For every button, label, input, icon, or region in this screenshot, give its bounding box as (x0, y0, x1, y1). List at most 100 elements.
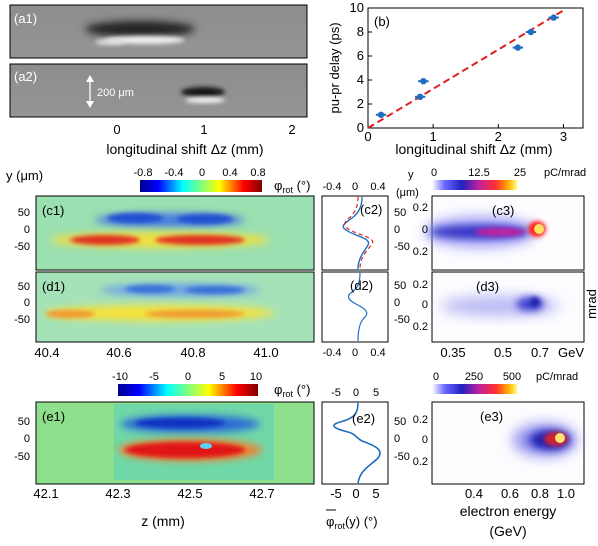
e1-colorbar (118, 384, 258, 396)
d3-beam-core (516, 297, 544, 311)
e2-top-tick-1: 0 (353, 387, 359, 399)
c1-ytick-1: 0 (24, 224, 30, 236)
e2-bottom-tick-0: -5 (330, 486, 342, 501)
c3-beam-peak (534, 224, 544, 234)
c1-cbar-tick-4: 0.8 (250, 167, 265, 179)
e3-xtick-1: 0.6 (501, 486, 519, 501)
c1-cbar-tick-0: -0.8 (134, 167, 153, 179)
e2-top-tick-0: -5 (331, 387, 341, 399)
e2-bottom-tick-2: 5 (372, 486, 379, 501)
e1-xtick-1: 42.3 (105, 486, 130, 501)
c1-red-band-2 (155, 235, 245, 245)
e1-cbar-tick-1: -5 (149, 371, 159, 383)
d2-right-tick-1: 0 (394, 297, 400, 309)
a-tick-0: 0 (113, 122, 120, 137)
b-ytick-label-3: 6 (357, 48, 364, 63)
panel-b-chart: (b) pu-pr delay (ps) longitudinal shift … (327, 0, 584, 157)
d1-ytick-1: 0 (24, 297, 30, 309)
d2-bottom-tick-0: -0.4 (323, 347, 342, 359)
e3-xlabel: electron energy (460, 503, 557, 519)
panel-e2: -5 0 5 (e2) 50 0 -50 -5 0 5 φrot(y) (°) (321, 387, 410, 531)
c3-ytick-1: 0 (422, 224, 428, 236)
b-ytick-label-1: 2 (357, 96, 364, 111)
c3-beam-mid (475, 228, 525, 236)
e3-label: (e3) (480, 409, 503, 424)
e1-cbar-tick-2: 0 (185, 371, 191, 383)
b-ytick-label-0: 0 (357, 120, 364, 135)
panel-d1: (d1) 50 0 -50 40.4 40.6 40.8 41.0 (14, 271, 315, 360)
b-point-0 (377, 111, 385, 119)
e3-colorbar (432, 384, 517, 394)
c3-ytick-0: 0.2 (413, 202, 428, 214)
a-xlabel: longitudinal shift Δz (mm) (106, 141, 263, 157)
e2-frame (321, 401, 389, 485)
e1-xtick-3: 42.7 (249, 486, 274, 501)
c1-cbar-tick-3: 0.4 (222, 167, 237, 179)
b-point-3 (514, 44, 522, 51)
e3-cbar-tick-2: 500 (503, 371, 521, 383)
d2-bottom-tick-2: 0.4 (370, 347, 385, 359)
e3-ytick-1: 0 (422, 434, 428, 446)
c3-colorbar (432, 180, 517, 190)
d3-beam-peak (530, 297, 540, 307)
a2-label: (a2) (14, 69, 37, 84)
a-tick-2: 2 (288, 122, 295, 137)
b-xtick-label-2: 2 (495, 129, 502, 144)
a2-bright-feature (185, 97, 225, 103)
a2-image (9, 63, 308, 118)
e3-ytick-2: 0.2 (413, 456, 428, 468)
d1-orange-band (45, 310, 95, 318)
d1-ytick-2: -50 (14, 314, 30, 326)
panel-c3: 0 12.5 25 pC/mrad (c3) 0.2 0 0.2 (413, 167, 586, 271)
panel-d3: (d3) mrad 0.2 0 0.2 0.35 0.5 0.7 GeV (413, 271, 598, 360)
c3-label: (c3) (492, 203, 514, 218)
c1-red-band (70, 235, 140, 245)
panel-c2: -0.4 0 0.4 y (μm) 50 0 -50 (c2) (321, 169, 419, 271)
b-point-5 (550, 14, 557, 21)
c2-frame (321, 195, 389, 271)
c1-cbar-label: φrot (°) (274, 178, 310, 195)
d1-map (35, 271, 315, 343)
e1-xtick-0: 42.1 (33, 486, 58, 501)
d3-label: (d3) (476, 279, 499, 294)
e1-cbar-tick-3: 5 (219, 371, 225, 383)
d1-blue-band-2 (125, 285, 175, 293)
e1-blue-band-core (135, 418, 225, 428)
d1-xtick-3: 41.0 (253, 345, 278, 360)
c2-right-label: y (408, 169, 414, 181)
c3-cbar-tick-2: 25 (514, 167, 526, 179)
d1-ytick-0: 50 (18, 281, 30, 293)
d1-label: (d1) (42, 279, 65, 294)
c2-top-tick-1: 0 (352, 181, 358, 193)
c3-cbar-unit: pC/mrad (544, 167, 586, 179)
a1-label: (a1) (14, 11, 37, 26)
d2-profile (347, 272, 368, 342)
c1-ylabel: y (μm) (6, 168, 43, 183)
d3-ytick-1: 0 (422, 299, 428, 311)
e2-right-tick-2: -50 (394, 451, 410, 463)
b-point-2 (420, 78, 427, 85)
e3-xtick-2: 0.8 (531, 486, 549, 501)
b-xtick-label-0: 0 (364, 129, 371, 144)
d3-ytick-2: 0.2 (413, 321, 428, 333)
c2-profile-blue (342, 196, 370, 270)
c2-top-tick-0: -0.4 (323, 181, 342, 193)
c3-ytick-2: 0.2 (413, 246, 428, 258)
e2-bottom-tick-1: 0 (352, 486, 359, 501)
e1-xtick-2: 42.5 (177, 486, 202, 501)
c3-cbar-tick-0: 0 (431, 167, 437, 179)
c1-blue-band-3 (177, 214, 233, 224)
e3-xtick-0: 0.4 (465, 486, 483, 501)
e1-cbar-tick-0: -10 (112, 371, 128, 383)
e3-ytick-0: 0.2 (413, 414, 428, 426)
e2-top-tick-2: 5 (373, 387, 379, 399)
panel-a1: (a1) (9, 4, 308, 59)
c2-right-tick-0: 50 (394, 207, 406, 219)
d1-blue-band-3 (185, 286, 245, 294)
e3-beam-peak (555, 433, 565, 443)
c2-top-tick-2: 0.4 (370, 181, 385, 193)
d2-frame (321, 271, 389, 343)
d3-xtick-0: 0.35 (440, 345, 465, 360)
b-fit-line (367, 9, 564, 129)
e1-cyan-spot (200, 443, 212, 449)
